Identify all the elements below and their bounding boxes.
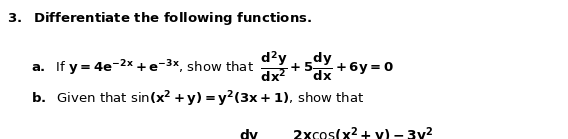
Text: $\mathbf{b.}$  Given that $\mathbf{\sin(x^2 + y) = y^2(3x + 1)}$, show that: $\mathbf{b.}$ Given that $\mathbf{\sin(x… [31,89,365,109]
Text: $\mathbf{a.}$  If $\mathbf{y = 4e^{-2x} + e^{-3x}}$, show that  $\mathbf{\dfrac{: $\mathbf{a.}$ If $\mathbf{y = 4e^{-2x} +… [31,49,394,84]
Text: $\mathbf{\dfrac{dy}{dx} = \dfrac{2x\cos(x^2 + y) - 3y^2}{2y(3x + 1) - \cos(x^2 +: $\mathbf{\dfrac{dy}{dx} = \dfrac{2x\cos(… [239,125,450,139]
Text: $\mathbf{3.}$  Differentiate the following functions.: $\mathbf{3.}$ Differentiate the followin… [7,10,312,27]
